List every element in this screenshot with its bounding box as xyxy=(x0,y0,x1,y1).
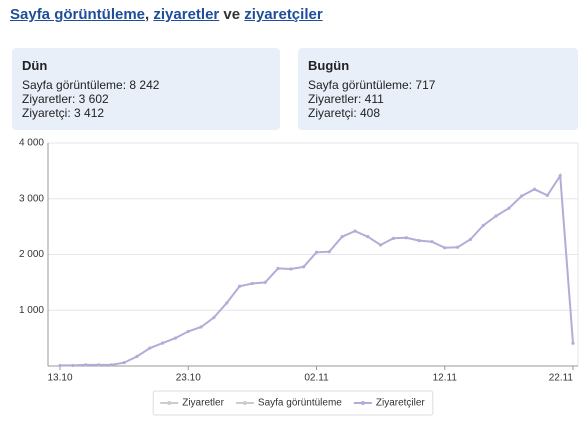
point xyxy=(353,229,357,233)
point xyxy=(366,235,370,239)
point xyxy=(417,238,421,243)
point xyxy=(276,266,280,271)
legend-box xyxy=(152,390,434,416)
point xyxy=(84,363,88,367)
point xyxy=(520,194,524,198)
point xyxy=(237,284,242,288)
panel: Bugün Sayfa görüntüleme: 717 Ziyaretler: 4… xyxy=(298,48,578,130)
title-link[interactable]: Sayfa görüntüleme xyxy=(10,6,146,23)
point xyxy=(122,361,126,365)
point xyxy=(148,346,152,350)
point xyxy=(443,246,447,250)
panel-line: Sayfa görüntüleme: 8 242 xyxy=(22,78,160,92)
point xyxy=(532,187,537,191)
panel-title: Bugün xyxy=(308,58,350,73)
point xyxy=(135,354,139,359)
point xyxy=(430,240,434,244)
legend-marker xyxy=(167,401,172,405)
series-line xyxy=(60,172,574,367)
point xyxy=(468,237,472,242)
point xyxy=(558,174,562,178)
y-tick-label: 4 000 xyxy=(19,138,44,149)
point xyxy=(71,363,75,368)
point xyxy=(507,206,511,210)
point xyxy=(455,245,460,249)
point xyxy=(212,315,216,320)
panel-title: Dün xyxy=(22,58,48,73)
point xyxy=(199,325,203,329)
point xyxy=(289,267,293,271)
panel-line: Ziyaretler: 3 602 xyxy=(22,92,109,106)
title-link[interactable]: ziyaretler xyxy=(153,6,220,23)
point xyxy=(96,363,101,367)
point xyxy=(250,281,254,286)
point xyxy=(404,236,408,240)
point xyxy=(109,363,113,367)
x-tick-label: 12.11 xyxy=(433,373,458,384)
x-tick-label: 22.11 xyxy=(549,373,574,384)
y-tick-label: 1 000 xyxy=(19,305,44,316)
point xyxy=(173,336,178,340)
point xyxy=(327,250,331,254)
y-tick-label: 3 000 xyxy=(19,193,44,204)
panel-line: Sayfa görüntüleme: 717 xyxy=(308,78,436,92)
point xyxy=(379,243,383,247)
legend-marker xyxy=(360,401,365,405)
point xyxy=(225,301,229,305)
point xyxy=(186,329,190,334)
x-tick-label: 23.10 xyxy=(176,373,201,384)
header: Sayfa görüntüleme, ziyaretler ve ziyaret… xyxy=(10,6,323,23)
title-text: , xyxy=(145,6,150,23)
point xyxy=(494,214,498,218)
point xyxy=(302,265,306,269)
point xyxy=(314,250,319,254)
legend-marker xyxy=(242,401,247,405)
title-link[interactable]: ziyaretçiler xyxy=(244,6,323,23)
x-tick-label: 13.10 xyxy=(47,373,72,384)
panel-line: Ziyaretçi: 3 412 xyxy=(22,106,105,120)
panel: Dün Sayfa görüntüleme: 8 242 Ziyaretler: 3… xyxy=(12,48,280,130)
legend-label[interactable]: Sayfa görüntüleme xyxy=(258,398,342,409)
panel-line: Ziyaretçi: 408 xyxy=(308,106,381,120)
point xyxy=(161,341,165,345)
x-tick-label: 02.11 xyxy=(304,373,329,384)
point xyxy=(340,235,344,239)
title-text: ve xyxy=(223,6,241,23)
point xyxy=(545,193,549,198)
legend-label[interactable]: Ziyaretler xyxy=(182,398,224,409)
point xyxy=(263,280,267,284)
point xyxy=(481,223,485,228)
y-tick-label: 2 000 xyxy=(19,249,44,260)
legend-label[interactable]: Ziyaretçiler xyxy=(376,398,426,409)
panel-line: Ziyaretler: 411 xyxy=(308,92,384,106)
point xyxy=(391,236,396,240)
point xyxy=(571,341,575,345)
point xyxy=(58,363,62,368)
